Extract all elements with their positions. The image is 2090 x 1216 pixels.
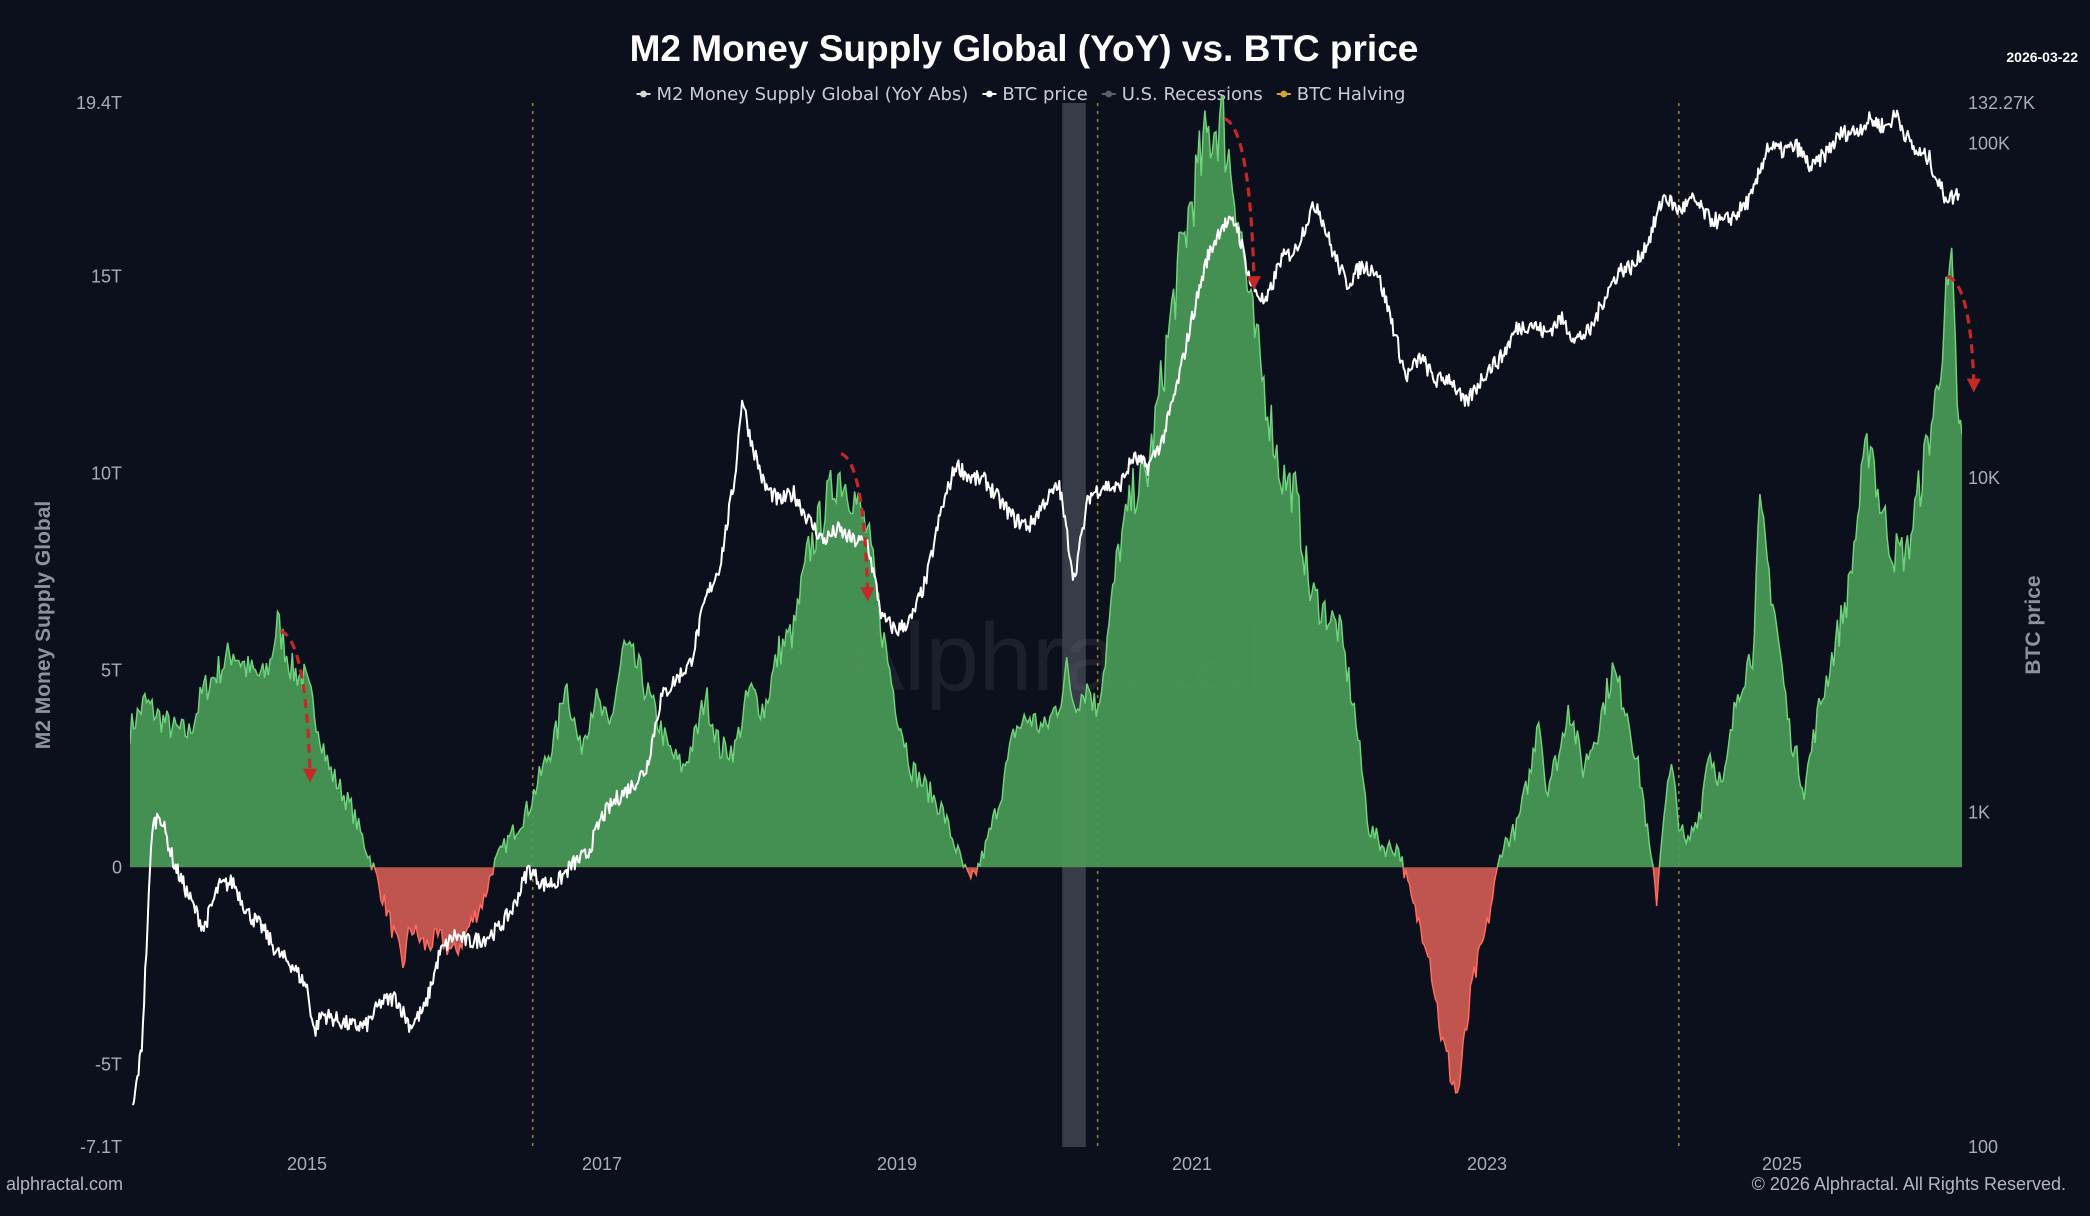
legend-item[interactable]: BTC Halving (1276, 84, 1406, 105)
recession-bands (1062, 103, 1086, 1147)
right-tick-label: 132.27K (1968, 93, 2035, 113)
trend-arrow-head (1246, 276, 1261, 291)
right-tick-label: 1K (1968, 803, 1990, 823)
x-tick-label: 2021 (1172, 1154, 1212, 1174)
x-axis-ticks: 2015 2017 2019 2021 2023 2025 (287, 1154, 1802, 1174)
right-axis-title: BTC price (2022, 575, 2045, 674)
chart-title: M2 Money Supply Global (YoY) vs. BTC pri… (630, 28, 1419, 69)
legend: M2 Money Supply Global (YoY Abs) BTC pric… (636, 84, 1406, 105)
left-tick-label: -5T (95, 1054, 122, 1074)
footer-copyright: © 2026 Alphractal. All Rights Reserved. (1752, 1174, 2066, 1194)
x-tick-label: 2025 (1762, 1154, 1802, 1174)
trend-arrow (1223, 117, 1256, 279)
left-tick-label: 10T (91, 463, 122, 483)
footer-website[interactable]: alphractal.com (6, 1174, 123, 1194)
halving-lines (531, 103, 1680, 1147)
x-tick-label: 2023 (1467, 1154, 1507, 1174)
left-axis-title: M2 Money Supply Global (32, 501, 55, 750)
x-tick-label: 2017 (582, 1154, 622, 1174)
m2-positive-line (130, 95, 1962, 868)
left-tick-label: 5T (101, 660, 122, 680)
m2-negative-area-group (130, 867, 1962, 1094)
m2-positive-area (130, 95, 1962, 868)
m2-negative-line (370, 867, 1661, 1094)
left-tick-label: 15T (91, 266, 122, 286)
chart-date: 2026-03-22 (2006, 49, 2078, 65)
trend-arrow (840, 452, 870, 590)
legend-item[interactable]: U.S. Recessions (1101, 84, 1263, 105)
trend-arrow (1946, 274, 1976, 381)
right-tick-label: 10K (1968, 468, 2000, 488)
btc-price-line (132, 109, 1960, 1106)
legend-label: U.S. Recessions (1122, 84, 1263, 105)
legend-swatch-dot (1105, 90, 1113, 98)
trend-arrow-head (1966, 378, 1981, 393)
m2-positive-area-group (130, 95, 1962, 868)
m2-negative-area (130, 867, 1962, 1093)
legend-swatch-dot (986, 90, 993, 98)
right-tick-label: 100K (1968, 134, 2010, 154)
legend-swatch-dot (1280, 90, 1288, 98)
legend-item[interactable]: BTC price (982, 84, 1088, 105)
trend-arrow-head (860, 587, 875, 602)
legend-item[interactable]: M2 Money Supply Global (YoY Abs) (636, 84, 969, 105)
trend-arrow-head (302, 768, 317, 783)
legend-label: BTC Halving (1297, 84, 1406, 105)
recession-band (1062, 103, 1086, 1147)
x-tick-label: 2019 (877, 1154, 917, 1174)
left-tick-label: 19.4T (76, 93, 122, 113)
left-tick-label: -7.1T (80, 1137, 122, 1157)
right-axis-ticks: 132.27K 100K 10K 1K 100 (1968, 93, 2035, 1157)
legend-label: M2 Money Supply Global (YoY Abs) (657, 84, 969, 105)
legend-label: BTC price (1002, 84, 1087, 105)
left-axis-ticks: 19.4T 15T 10T 5T 0 -5T -7.1T (76, 93, 122, 1157)
trend-arrows (279, 117, 1981, 783)
left-tick-label: 0 (112, 857, 122, 877)
right-tick-label: 100 (1968, 1137, 1998, 1157)
legend-swatch-dot (640, 90, 647, 98)
x-tick-label: 2015 (287, 1154, 327, 1174)
trend-arrow (279, 629, 312, 771)
